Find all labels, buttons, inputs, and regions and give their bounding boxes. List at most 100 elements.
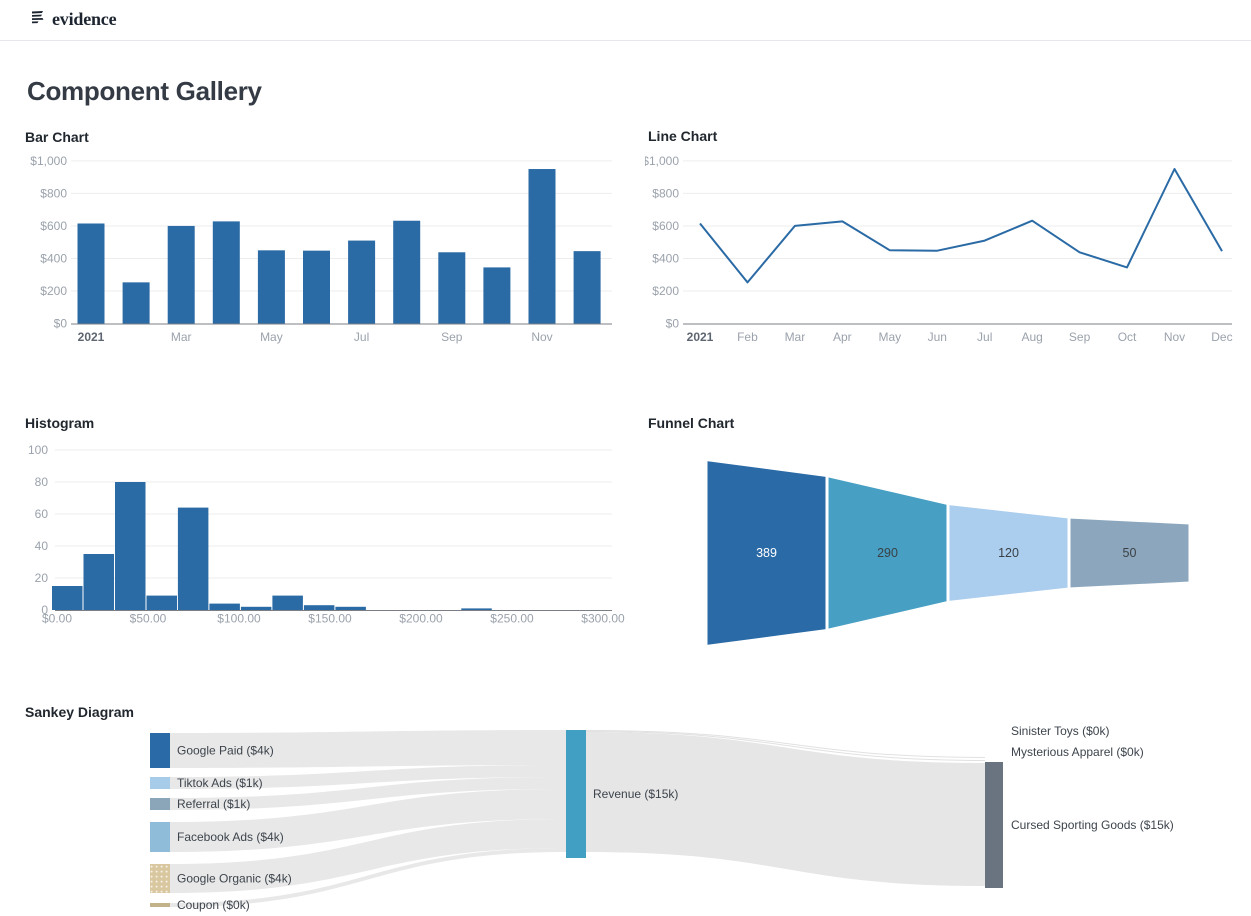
- histogram-bar[interactable]: [303, 605, 335, 610]
- sankey-flow[interactable]: [585, 731, 986, 761]
- sankey-node[interactable]: [150, 903, 170, 907]
- bar[interactable]: [393, 220, 421, 324]
- bar[interactable]: [483, 267, 511, 324]
- tick-label: $200: [40, 284, 67, 298]
- sankey-node[interactable]: [150, 864, 170, 893]
- tick-label: May: [260, 330, 283, 344]
- sankey-node-label: Tiktok Ads ($1k): [177, 776, 263, 790]
- sankey-node[interactable]: [150, 733, 170, 768]
- tick-label: May: [878, 330, 901, 344]
- funnel-segment[interactable]: [1067, 515, 1192, 591]
- evidence-logo-text: evidence: [52, 9, 117, 29]
- tick-label: 60: [35, 507, 49, 521]
- tick-label: Oct: [1118, 330, 1137, 344]
- tick-label: $400: [40, 251, 67, 265]
- tick-label: $0: [54, 317, 68, 331]
- histogram-bar[interactable]: [461, 608, 492, 610]
- bar[interactable]: [257, 250, 285, 324]
- line-series[interactable]: [699, 168, 1223, 284]
- sankey-node[interactable]: [150, 777, 170, 789]
- tick-label: $150.00: [308, 612, 352, 626]
- sankey-node[interactable]: [150, 822, 170, 852]
- funnel-value-label: 389: [756, 546, 777, 560]
- bar[interactable]: [167, 225, 195, 324]
- tick-label: Nov: [531, 330, 552, 344]
- funnel-chart[interactable]: 389 290 120 50: [648, 450, 1251, 660]
- histogram-bar[interactable]: [335, 606, 366, 610]
- tick-label: Sep: [1069, 330, 1091, 344]
- tick-label: Dec: [1211, 330, 1232, 344]
- bar[interactable]: [528, 169, 556, 324]
- sankey-node-label: Google Paid ($4k): [177, 744, 274, 758]
- line-chart-title: Line Chart: [648, 128, 718, 144]
- bar[interactable]: [122, 282, 150, 324]
- funnel-value-label: 50: [1123, 546, 1137, 560]
- line-chart[interactable]: $0 $200 $400 $600 $800 $1,000 2021 Feb Mar Apr May…: [645, 148, 1251, 352]
- bar[interactable]: [573, 251, 601, 324]
- sankey-flow[interactable]: [585, 730, 986, 758]
- sankey-node-label: Sinister Toys ($0k): [1011, 724, 1109, 738]
- histogram-bar[interactable]: [272, 595, 303, 610]
- tick-label: $400: [652, 251, 679, 265]
- histogram-bar[interactable]: [83, 554, 115, 610]
- tick-label: Feb: [737, 330, 758, 344]
- bar[interactable]: [348, 240, 376, 324]
- sankey-node-label: Coupon ($0k): [177, 898, 250, 912]
- bar[interactable]: [212, 221, 240, 324]
- sankey-diagram[interactable]: Google Paid ($4k) Tiktok Ads ($1k) Referra…: [25, 720, 1251, 916]
- tick-label: 0: [41, 603, 48, 617]
- sankey-flow[interactable]: [170, 819, 566, 893]
- tick-label: 40: [35, 539, 49, 553]
- tick-label: $300.00: [581, 612, 625, 626]
- sankey-title: Sankey Diagram: [25, 704, 134, 720]
- funnel-value-label: 120: [998, 546, 1019, 560]
- sankey-flow[interactable]: [170, 789, 566, 852]
- tick-label: Aug: [1021, 330, 1042, 344]
- bar[interactable]: [77, 223, 105, 324]
- tick-label: $1,000: [30, 154, 67, 168]
- sankey-flow[interactable]: [170, 777, 566, 810]
- histogram-bar[interactable]: [146, 595, 178, 610]
- sankey-node[interactable]: [985, 762, 1003, 888]
- sankey-flow[interactable]: [170, 848, 566, 907]
- tick-label: $50.00: [130, 612, 167, 626]
- sankey-flow[interactable]: [170, 765, 566, 789]
- sankey-node[interactable]: [150, 798, 170, 810]
- tick-label: 100: [28, 443, 48, 457]
- evidence-logo[interactable]: evidence: [30, 9, 117, 30]
- tick-label: $600: [40, 219, 67, 233]
- tick-label: $800: [40, 186, 67, 200]
- sankey-node[interactable]: [566, 730, 586, 858]
- histogram-bar[interactable]: [240, 606, 272, 610]
- bar-chart-title: Bar Chart: [25, 129, 89, 145]
- tick-label: Jul: [354, 330, 369, 344]
- funnel-value-label: 290: [877, 546, 898, 560]
- tick-label: 80: [35, 475, 49, 489]
- histogram[interactable]: 0 20 40 60 80 100 $0.00 $50.00 $100.00 $150.00 $20…: [25, 440, 638, 635]
- histogram-bar[interactable]: [52, 586, 83, 610]
- sankey-flow[interactable]: [586, 732, 985, 886]
- tick-label: Apr: [833, 330, 852, 344]
- sankey-node-label: Referral ($1k): [177, 797, 250, 811]
- histogram-bar[interactable]: [115, 482, 146, 610]
- tick-label: Mar: [171, 330, 192, 344]
- tick-label: 2021: [687, 330, 714, 344]
- tick-label: 20: [35, 571, 49, 585]
- evidence-logo-icon: [30, 9, 46, 30]
- tick-label: Jul: [977, 330, 992, 344]
- app-header: evidence: [0, 0, 1251, 41]
- sankey-node-label: Revenue ($15k): [593, 787, 678, 801]
- tick-label: $600: [652, 219, 679, 233]
- funnel-chart-title: Funnel Chart: [648, 415, 735, 431]
- histogram-title: Histogram: [25, 415, 95, 431]
- histogram-bar[interactable]: [209, 603, 240, 610]
- sankey-flow[interactable]: [170, 730, 566, 768]
- sankey-node-label: Mysterious Apparel ($0k): [1011, 745, 1144, 759]
- bar[interactable]: [438, 252, 466, 324]
- bar-chart[interactable]: $0 $200 $400 $600 $800 $1,000 2021 Mar May Jul Sep…: [25, 148, 615, 352]
- bar[interactable]: [303, 250, 330, 324]
- histogram-bar[interactable]: [177, 507, 209, 610]
- tick-label: Sep: [441, 330, 463, 344]
- page-title: Component Gallery: [27, 76, 262, 106]
